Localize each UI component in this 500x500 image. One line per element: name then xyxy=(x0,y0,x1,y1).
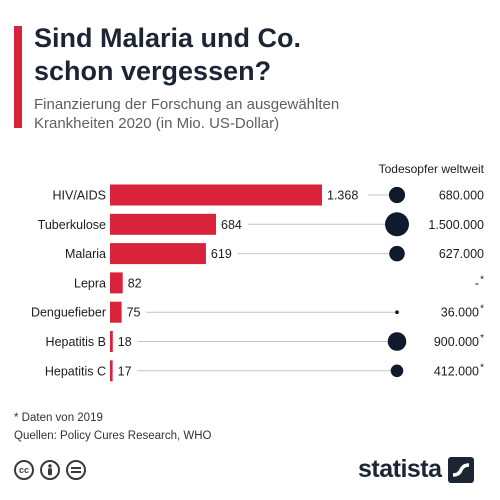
bar xyxy=(110,213,216,235)
subtitle-line-1: Finanzierung der Forschung an ausgewählt… xyxy=(34,96,340,113)
equals-icon xyxy=(66,460,86,480)
value-label: 82 xyxy=(128,276,142,290)
death-bubble xyxy=(388,186,406,204)
subtitle-line-2: Krankheiten 2020 (in Mio. US-Dollar) xyxy=(34,115,280,132)
value-label: 18 xyxy=(118,335,132,349)
value-label: 75 xyxy=(127,306,141,320)
brand-name: statista xyxy=(358,455,442,483)
deaths-label: 627.000 xyxy=(439,247,484,261)
category-label: Denguefieber xyxy=(31,306,106,320)
value-label: 17 xyxy=(118,364,132,378)
category-label: Tuberkulose xyxy=(38,218,106,232)
bar xyxy=(110,272,123,294)
deaths-label: 36.000 xyxy=(441,306,479,320)
value-label: 1.368 xyxy=(327,189,358,203)
death-bubble xyxy=(389,245,405,262)
bar xyxy=(110,243,206,265)
sources: Quellen: Policy Cures Research, WHO xyxy=(14,430,212,442)
category-label: Hepatitis B xyxy=(46,335,106,349)
value-label: 684 xyxy=(221,218,242,232)
statista-logo: statista xyxy=(358,455,474,484)
category-label: Lepra xyxy=(74,276,106,290)
chart-title: Sind Malaria und Co. schon vergessen? xyxy=(34,22,484,88)
asterisk-mark: * xyxy=(480,333,484,344)
asterisk-mark: * xyxy=(480,274,484,285)
chart-subtitle: Finanzierung der Forschung an ausgewählt… xyxy=(34,95,484,133)
death-bubble xyxy=(390,364,404,378)
deaths-column-header: Todesopfer weltweit xyxy=(379,162,485,176)
category-label: HIV/AIDS xyxy=(53,189,107,203)
deaths-label: 900.000 xyxy=(434,335,479,349)
bar xyxy=(110,301,122,323)
death-bubble xyxy=(385,212,409,237)
asterisk-mark: * xyxy=(480,304,484,315)
value-label: 619 xyxy=(211,247,232,261)
person-icon xyxy=(40,460,60,480)
bar xyxy=(110,331,113,352)
bar xyxy=(110,360,113,382)
license-icons: cc xyxy=(14,460,86,480)
death-bubble xyxy=(387,332,407,351)
title-line-2: schon vergessen? xyxy=(34,56,272,86)
footnote: * Daten von 2019 xyxy=(14,412,103,424)
category-label: Malaria xyxy=(65,247,106,261)
death-bubble xyxy=(395,310,399,315)
category-label: Hepatitis C xyxy=(45,364,106,378)
statista-mark-icon xyxy=(447,456,474,483)
asterisk-mark: * xyxy=(480,362,484,373)
deaths-label: 412.000 xyxy=(434,364,479,378)
deaths-label: 680.000 xyxy=(439,189,484,203)
title-accent-bar xyxy=(14,26,22,128)
bar xyxy=(110,184,322,206)
deaths-label: 1.500.000 xyxy=(428,218,484,232)
bar-chart: Todesopfer weltweit HIV/AIDS 1.368 680.000 T… xyxy=(31,162,485,382)
cc-icon: cc xyxy=(14,460,34,480)
title-line-1: Sind Malaria und Co. xyxy=(34,23,302,53)
deaths-label: - xyxy=(475,276,479,290)
